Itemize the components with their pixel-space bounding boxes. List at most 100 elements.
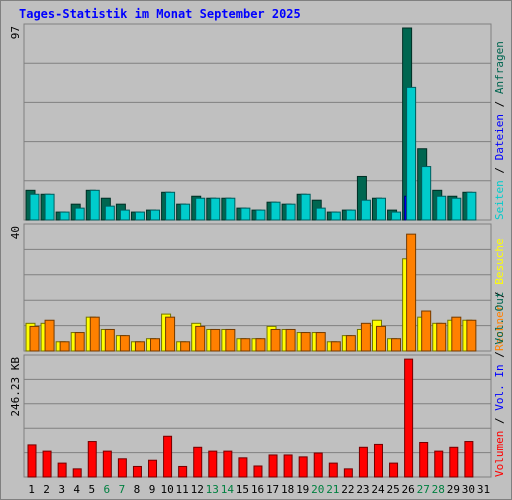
bar-rechner-day-23 <box>360 322 371 352</box>
bar-rechner-day-9 <box>150 338 161 352</box>
bar-rechner-day-3 <box>59 341 70 352</box>
y-axis-max-label: 97 <box>9 26 22 39</box>
bar-seiten-day-6 <box>104 205 115 221</box>
bar-rechner-day-29 <box>451 316 462 352</box>
bar-volumen-day-5 <box>87 441 97 478</box>
x-tick-label-day-16: 16 <box>251 483 264 496</box>
bar-rechner-day-25 <box>391 338 402 352</box>
legend-separator: / <box>493 285 506 305</box>
bar-seiten-day-9 <box>150 209 161 221</box>
bar-rechner-day-21 <box>330 341 341 352</box>
bar-volumen-day-15 <box>238 457 248 478</box>
x-tick-label-day-8: 8 <box>134 483 141 496</box>
x-tick-label-day-27: 27 <box>417 483 430 496</box>
bar-seiten-day-23 <box>360 199 371 221</box>
bar-volumen-day-22 <box>343 468 353 478</box>
bar-seiten-day-28 <box>436 195 447 221</box>
bar-volumen-day-30 <box>464 441 474 478</box>
x-tick-label-day-23: 23 <box>356 483 369 496</box>
bar-rechner-day-10 <box>165 316 176 352</box>
bar-rechner-day-20 <box>315 332 326 352</box>
x-tick-label-day-14: 14 <box>221 483 235 496</box>
bar-rechner-day-24 <box>375 325 386 352</box>
bar-rechner-day-16 <box>255 338 266 352</box>
bar-volumen-day-1 <box>27 444 37 478</box>
legend-separator: / <box>493 345 506 365</box>
bar-volumen-day-3 <box>57 462 67 478</box>
bar-seiten-day-11 <box>180 203 191 221</box>
bar-volumen-day-2 <box>42 450 52 478</box>
bar-rechner-day-1 <box>29 325 40 352</box>
bar-volumen-day-14 <box>223 450 233 478</box>
bar-volumen-day-6 <box>102 450 112 478</box>
x-tick-label-day-28: 28 <box>432 483 445 496</box>
bar-volumen-day-8 <box>132 465 142 478</box>
x-tick-label-day-3: 3 <box>58 483 65 496</box>
page-title: Tages-Statistik im Monat September 2025 <box>19 7 301 21</box>
x-tick-label-day-9: 9 <box>149 483 156 496</box>
bar-rechner-day-26 <box>406 233 417 352</box>
bar-rechner-day-2 <box>44 319 55 352</box>
bar-volumen-day-4 <box>72 468 82 478</box>
bar-seiten-day-1 <box>29 193 40 221</box>
bar-volumen-day-20 <box>313 452 323 478</box>
bar-rechner-day-22 <box>345 335 356 352</box>
y-axis-max-label: 40 <box>9 226 22 239</box>
x-tick-label-day-2: 2 <box>43 483 50 496</box>
x-tick-label-day-31: 31 <box>477 483 490 496</box>
x-tick-label-day-29: 29 <box>447 483 460 496</box>
bar-volumen-day-10 <box>163 435 173 478</box>
bar-seiten-day-14 <box>225 197 236 221</box>
y-axis-max-label: 246.23 KB <box>9 357 22 417</box>
x-tick-label-day-1: 1 <box>28 483 35 496</box>
bar-volumen-day-7 <box>117 458 127 478</box>
bar-seiten-day-7 <box>119 209 130 221</box>
bar-volumen-day-18 <box>283 454 293 478</box>
bar-seiten-day-18 <box>285 203 296 221</box>
bar-seiten-day-25 <box>391 211 402 221</box>
bar-seiten-day-19 <box>300 193 311 221</box>
bar-rechner-day-12 <box>195 325 206 352</box>
bar-rechner-day-30 <box>466 319 477 352</box>
bar-volumen-day-19 <box>298 456 308 478</box>
legend-dateien: Dateien <box>493 114 506 160</box>
chart-panel-besuche-rechner: 40 Rechner / Besuche <box>9 223 506 352</box>
bar-volumen-day-13 <box>208 450 218 478</box>
legend-separator: / <box>493 94 506 114</box>
bar-rechner-day-28 <box>436 322 447 352</box>
x-tick-label-day-11: 11 <box>176 483 189 496</box>
bar-seiten-day-22 <box>345 209 356 221</box>
chart-legend: Rechner / Besuche <box>493 238 506 351</box>
bar-rechner-day-8 <box>134 341 145 352</box>
bar-seiten-day-3 <box>59 211 70 221</box>
x-tick-label-day-20: 20 <box>311 483 324 496</box>
bar-seiten-day-2 <box>44 193 55 221</box>
bar-seiten-day-12 <box>195 197 206 221</box>
bar-volumen-day-28 <box>434 450 444 478</box>
chart-panel-volumen: 246.23 KB Volumen / Vol. In / Vol. Out <box>9 292 506 478</box>
bar-rechner-day-19 <box>300 332 311 352</box>
legend-besuche: Besuche <box>493 238 506 284</box>
bar-volumen-day-9 <box>148 459 158 478</box>
bar-seiten-day-4 <box>74 207 85 221</box>
x-tick-label-day-4: 4 <box>73 483 80 496</box>
legend-separator: / <box>493 411 506 431</box>
bar-seiten-day-13 <box>210 197 221 221</box>
chart-legend: Seiten / Dateien / Anfragen <box>493 41 506 220</box>
bar-rechner-day-4 <box>74 332 85 352</box>
x-tick-label-day-18: 18 <box>281 483 294 496</box>
x-tick-label-day-15: 15 <box>236 483 249 496</box>
bar-seiten-day-5 <box>89 189 100 221</box>
bar-rechner-day-27 <box>421 310 432 352</box>
bar-rechner-day-13 <box>210 328 221 352</box>
x-tick-label-day-7: 7 <box>119 483 126 496</box>
x-tick-label-day-10: 10 <box>160 483 173 496</box>
bar-volumen-day-21 <box>328 462 338 478</box>
x-tick-label-day-12: 12 <box>191 483 204 496</box>
legend-rechner: Rechner <box>493 304 506 351</box>
x-tick-label-day-5: 5 <box>88 483 95 496</box>
bar-rechner-day-11 <box>180 341 191 352</box>
bar-rechner-day-5 <box>89 316 100 352</box>
